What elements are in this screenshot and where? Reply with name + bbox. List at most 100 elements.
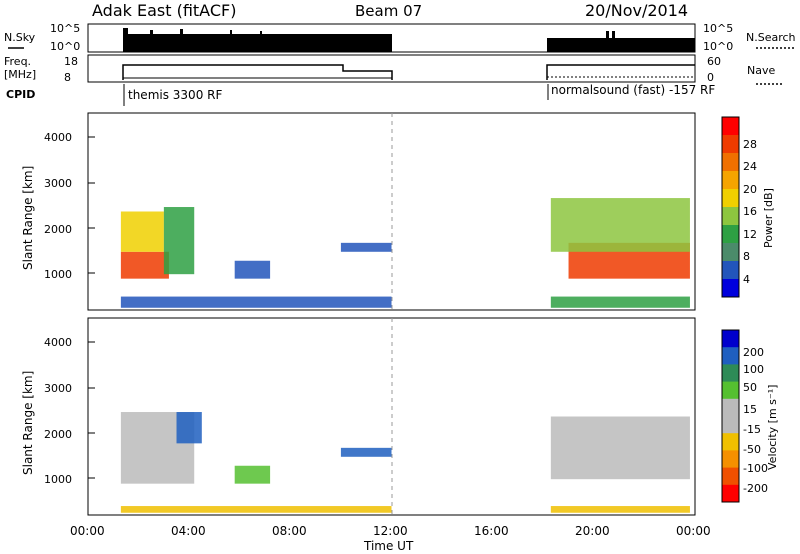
xtick-1200: 12:00 [373,524,408,538]
freq-label-1: Freq. [4,55,31,68]
power-heatmap-marks [120,198,690,308]
velocity-cbar-tick-200: 200 [743,346,764,359]
xtick-2400: 00:00 [676,524,711,538]
freq-label-2: [MHz] [4,68,36,81]
xtick-0000: 00:00 [70,524,105,538]
velocity-colorbar-ticks: 200 100 50 15 -15 -50 -100 -200 [743,346,768,495]
power-cbar-tick-28: 28 [743,138,757,151]
velocity-colorbar-swatch-1 [722,347,739,365]
date-title: 20/Nov/2014 [585,1,688,20]
beam-title: Beam 07 [355,2,422,20]
power-colorbar-swatch-1 [722,135,739,154]
power-colorbar-swatch-9 [722,279,739,298]
power-region-2 [163,207,195,275]
nave-tick-bottom: 0 [707,71,714,84]
velocity-ytick-2000: 2000 [44,428,72,441]
power-cbar-tick-4: 4 [743,273,750,286]
velocity-region-6 [550,506,690,513]
velocity-cbar-label: Velocity [m s⁻¹] [766,385,779,470]
freq-panel: Freq. [MHz] 18 8 60 0 Nave [4,54,784,85]
power-region-3 [234,260,271,279]
power-colorbar-ticks: 28 24 20 16 12 8 4 [743,138,757,286]
velocity-colorbar: 200 100 50 15 -15 -50 -100 -200 Velocity… [721,329,779,503]
velocity-panel: 4000 3000 2000 1000 Slant Range [km] 00:… [21,317,711,553]
velocity-ylabel: Slant Range [km] [21,371,35,475]
velocity-colorbar-swatch-5 [722,416,739,434]
power-region-7 [550,198,690,252]
velocity-region-5 [550,416,690,480]
power-ytick-1000: 1000 [44,268,72,281]
cpid-segment-2: normalsound (fast) -157 RF [551,83,715,97]
velocity-cbar-tick-m50: -50 [743,443,761,456]
velocity-region-2 [234,465,271,484]
nsky-trace-day [123,28,392,52]
velocity-cbar-tick-m100: -100 [743,462,768,475]
nave-label: Nave [747,64,775,77]
freq-trace-evening [546,64,695,80]
power-cbar-tick-8: 8 [743,250,750,263]
nsearch-tick-bottom: 10^0 [703,40,733,53]
x-axis-label: Time UT [363,539,414,553]
freq-trace [122,64,393,80]
velocity-region-4 [120,506,392,513]
power-colorbar-swatch-4 [722,189,739,208]
velocity-colorbar-swatch-7 [722,450,739,469]
power-colorbar-swatch-3 [722,171,739,190]
nsky-tick-bottom: 10^0 [50,40,80,53]
velocity-heatmap-marks [120,412,690,513]
power-colorbar-swatch-6 [722,225,739,244]
power-cbar-tick-12: 12 [743,228,757,241]
power-y-ticks: 4000 3000 2000 1000 [44,131,95,281]
power-colorbar-swatch-5 [722,207,739,226]
velocity-region-3 [340,447,392,457]
nsky-tick-top: 10^5 [50,22,80,35]
nsky-trace-evening [547,31,695,52]
velocity-colorbar-swatch-4 [722,398,739,417]
freq-tick-top: 18 [64,55,78,68]
nsky-panel: N.Sky 10^5 10^0 10^5 10^0 N.Search [4,22,796,53]
velocity-cbar-tick-15: 15 [743,403,757,416]
velocity-colorbar-swatch-3 [722,381,739,400]
velocity-y-ticks: 4000 3000 2000 1000 [44,336,95,486]
velocity-cbar-tick-100: 100 [743,363,764,376]
power-ylabel: Slant Range [km] [21,166,35,270]
power-colorbar-swatch-7 [722,243,739,262]
velocity-colorbar-swatch-6 [722,433,739,451]
power-region-5 [120,296,392,308]
power-cbar-label: Power [dB] [762,188,775,248]
nsearch-label: N.Search [746,31,796,44]
xtick-2000: 20:00 [575,524,610,538]
power-colorbar-swatches [722,117,739,298]
power-colorbar-swatch-0 [722,117,739,136]
velocity-colorbar-swatch-8 [722,467,739,486]
velocity-colorbar-swatch-0 [722,330,739,348]
velocity-ytick-1000: 1000 [44,473,72,486]
power-cbar-tick-16: 16 [743,205,757,218]
nave-tick-top: 60 [707,55,721,68]
xtick-0400: 04:00 [171,524,206,538]
xtick-0800: 08:00 [272,524,307,538]
velocity-cbar-tick-m200: -200 [743,482,768,495]
power-cbar-tick-24: 24 [743,160,757,173]
velocity-colorbar-swatches [722,330,739,503]
power-region-4 [340,242,392,252]
velocity-cbar-tick-m15: -15 [743,423,761,436]
power-ytick-2000: 2000 [44,223,72,236]
power-colorbar-swatch-2 [722,153,739,172]
power-region-0 [120,251,169,279]
power-region-8 [550,296,690,308]
x-ticks: 00:00 04:00 08:00 12:00 16:00 20:00 00:0… [70,524,711,538]
power-cbar-tick-20: 20 [743,183,757,196]
power-ytick-4000: 4000 [44,131,72,144]
cpid-label: CPID [6,88,35,101]
velocity-ytick-3000: 3000 [44,382,72,395]
power-panel: 4000 3000 2000 1000 Slant Range [km] [21,112,696,311]
xtick-1600: 16:00 [474,524,509,538]
power-ytick-3000: 3000 [44,177,72,190]
power-colorbar: 28 24 20 16 12 8 4 Power [dB] [721,116,775,298]
power-colorbar-swatch-8 [722,261,739,280]
cpid-row: CPID themis 3300 RF normalsound (fast) -… [6,83,715,106]
nsky-label: N.Sky [4,31,36,44]
nsearch-tick-top: 10^5 [703,22,733,35]
